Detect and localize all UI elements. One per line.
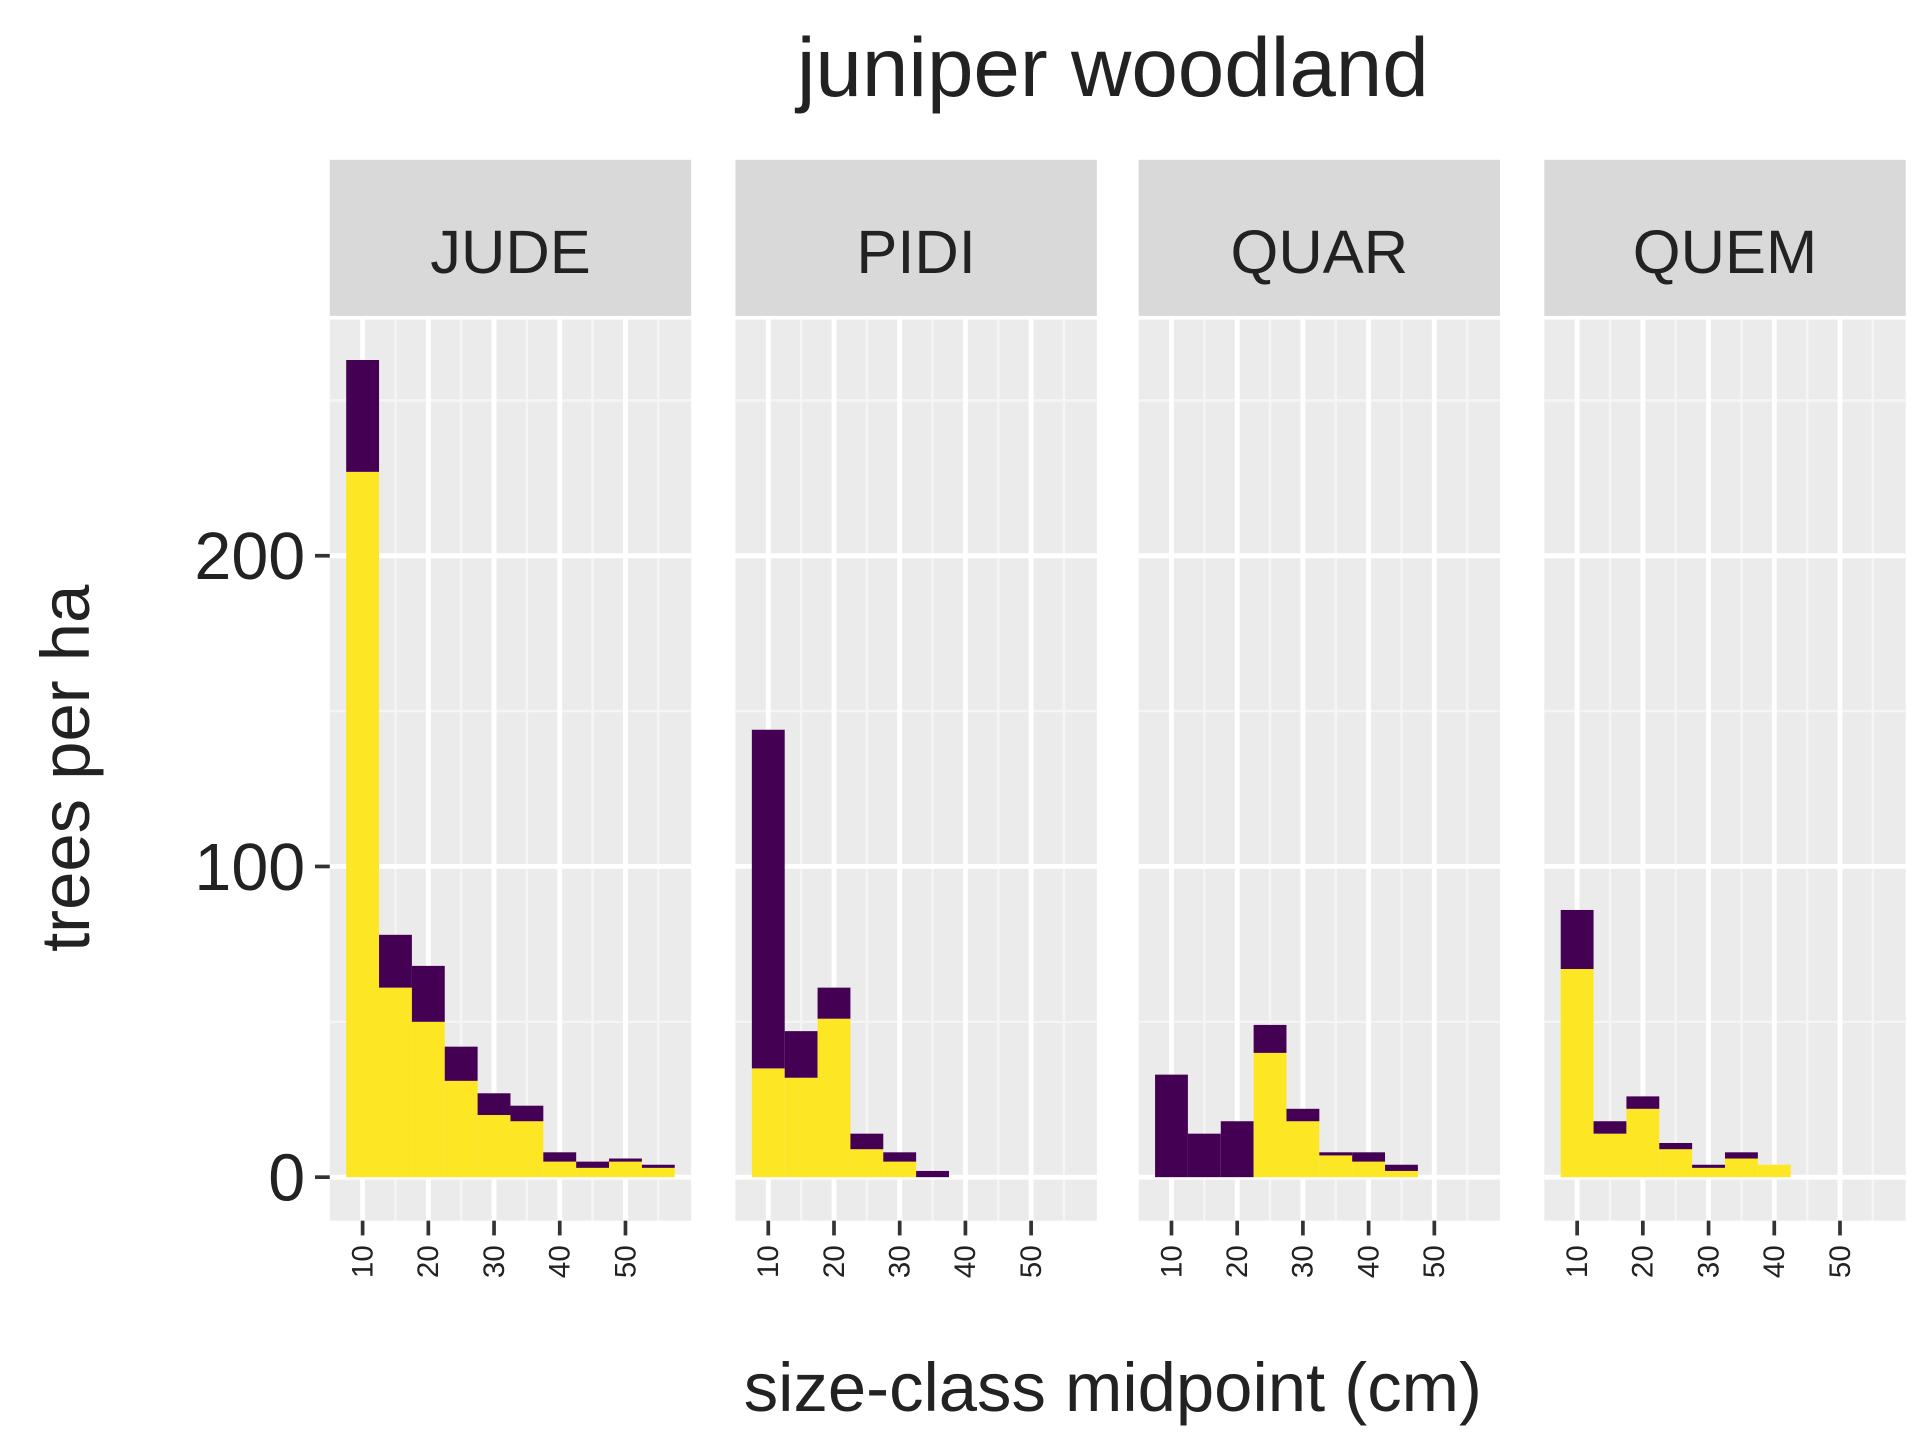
bar-segment xyxy=(1253,1024,1287,1053)
bar-segment xyxy=(1692,1167,1725,1178)
bar-segment xyxy=(1187,1133,1221,1178)
bar-segment xyxy=(1659,1149,1693,1178)
bar-segment xyxy=(543,1161,577,1178)
strip xyxy=(735,159,1097,316)
bar-segment xyxy=(1593,1133,1627,1178)
x-tick-label: 50 xyxy=(1824,1245,1857,1278)
bar-segment xyxy=(751,1068,785,1178)
bar-segment xyxy=(609,1161,642,1178)
bar-segment xyxy=(1692,1164,1725,1168)
panel xyxy=(1544,319,1906,1221)
x-tick-label: 30 xyxy=(1287,1245,1320,1278)
bar-segment xyxy=(1352,1161,1386,1178)
x-tick-label: 10 xyxy=(752,1245,785,1278)
bar-segment xyxy=(1286,1108,1320,1122)
y-tick-label: 100 xyxy=(194,831,305,905)
x-tick-label: 40 xyxy=(1758,1245,1791,1278)
bar-segment xyxy=(850,1133,884,1150)
bar-segment xyxy=(1659,1142,1693,1150)
bar-segment xyxy=(346,471,380,1178)
bar-segment xyxy=(1319,1155,1353,1178)
bar-segment xyxy=(1253,1052,1287,1178)
x-tick-label: 10 xyxy=(1155,1245,1188,1278)
y-axis-label: trees per ha xyxy=(27,584,104,952)
bar-segment xyxy=(850,1149,884,1178)
strip xyxy=(329,159,692,316)
x-tick-label: 20 xyxy=(412,1245,445,1278)
bar-segment xyxy=(543,1152,577,1162)
x-tick-label: 40 xyxy=(1352,1245,1385,1278)
bar-segment xyxy=(1724,1152,1758,1159)
x-tick-label: 20 xyxy=(1221,1245,1254,1278)
bar-segment xyxy=(1319,1152,1353,1156)
x-tick-label: 40 xyxy=(949,1245,982,1278)
bar-segment xyxy=(1560,909,1594,969)
strip-label: JUDE xyxy=(430,218,590,287)
bar-segment xyxy=(379,987,412,1178)
y-tick-label: 200 xyxy=(194,520,305,594)
bar-segment xyxy=(444,1046,478,1081)
x-tick-label: 20 xyxy=(818,1245,851,1278)
bar-segment xyxy=(641,1167,675,1178)
bar-segment xyxy=(784,1077,818,1178)
x-axis-label: size-class midpoint (cm) xyxy=(744,1349,1482,1426)
y-tick-label: 0 xyxy=(268,1142,305,1216)
bar-segment xyxy=(1626,1096,1660,1109)
strip-label: QUEM xyxy=(1633,218,1817,287)
bar-segment xyxy=(1220,1121,1254,1178)
bar-segment xyxy=(1593,1121,1627,1134)
bar-segment xyxy=(1626,1108,1660,1178)
bar-segment xyxy=(576,1167,610,1178)
bar-segment xyxy=(379,934,412,988)
bar-segment xyxy=(1352,1152,1386,1162)
strip-label: PIDI xyxy=(856,218,976,287)
bar-segment xyxy=(883,1152,917,1162)
x-tick-label: 50 xyxy=(609,1245,642,1278)
bar-segment xyxy=(510,1105,544,1122)
bar-segment xyxy=(411,965,445,1022)
x-tick-label: 50 xyxy=(1418,1245,1451,1278)
panel xyxy=(1138,319,1501,1221)
x-tick-label: 30 xyxy=(1692,1245,1725,1278)
bar-segment xyxy=(510,1121,544,1178)
x-tick-label: 10 xyxy=(1561,1245,1594,1278)
bar-segment xyxy=(346,360,380,472)
bar-segment xyxy=(1286,1121,1320,1178)
x-tick-label: 30 xyxy=(478,1245,511,1278)
bar-segment xyxy=(641,1164,675,1168)
strip xyxy=(1544,159,1906,316)
bar-segment xyxy=(1385,1164,1418,1171)
bar-segment xyxy=(444,1080,478,1178)
bar-segment xyxy=(784,1031,818,1078)
x-tick-label: 20 xyxy=(1627,1245,1660,1278)
bar-segment xyxy=(817,1018,851,1178)
x-tick-label: 40 xyxy=(544,1245,577,1278)
bar-segment xyxy=(411,1021,445,1178)
bar-segment xyxy=(751,729,785,1069)
bar-segment xyxy=(1757,1164,1791,1178)
bar-segment xyxy=(883,1161,917,1178)
strip xyxy=(1138,159,1501,316)
bar-segment xyxy=(1724,1158,1758,1178)
bar-segment xyxy=(477,1115,511,1178)
x-tick-label: 50 xyxy=(1015,1245,1048,1278)
chart-title: juniper woodland xyxy=(794,20,1429,114)
bar-segment xyxy=(1385,1170,1418,1178)
x-tick-label: 10 xyxy=(346,1245,379,1278)
bar-segment xyxy=(576,1161,610,1168)
bar-segment xyxy=(1560,968,1594,1178)
strip-label: QUAR xyxy=(1231,218,1409,287)
x-tick-label: 30 xyxy=(884,1245,917,1278)
bar-segment xyxy=(916,1170,949,1178)
bar-segment xyxy=(609,1158,642,1162)
bar-segment xyxy=(1155,1074,1188,1178)
bar-segment xyxy=(477,1093,511,1116)
bar-segment xyxy=(817,987,851,1019)
